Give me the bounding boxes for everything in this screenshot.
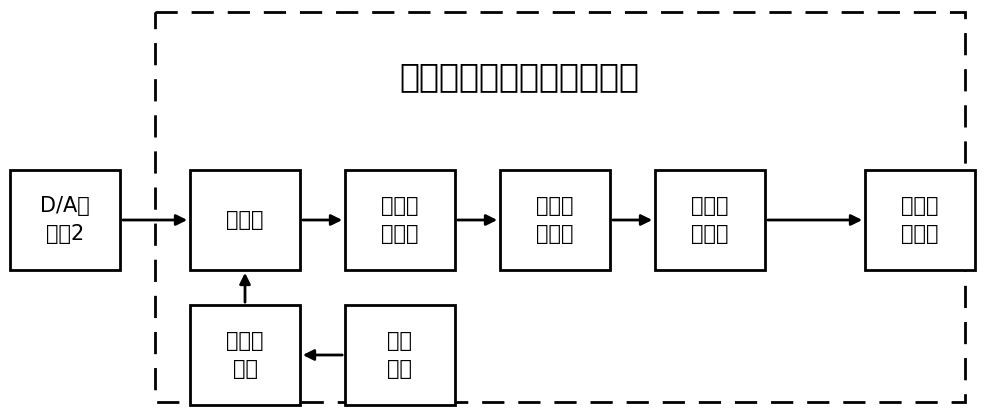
Bar [655, 170, 765, 270]
Text: 浪涌吸
收回路: 浪涌吸 收回路 [691, 196, 729, 244]
Text: 直流
偏置: 直流 偏置 [388, 331, 413, 379]
Bar [865, 170, 975, 270]
Bar [190, 305, 300, 405]
Text: 半导体
激光器: 半导体 激光器 [901, 196, 939, 244]
Bar [345, 305, 455, 405]
Bar [345, 170, 455, 270]
Text: 静电保
护回路: 静电保 护回路 [536, 196, 574, 244]
Text: D/A转
换器2: D/A转 换器2 [40, 196, 90, 244]
Bar [500, 170, 610, 270]
Text: 软启动
电路: 软启动 电路 [226, 331, 264, 379]
Text: 半导体激光器驱动保护回路: 半导体激光器驱动保护回路 [400, 60, 640, 93]
Bar [155, 12, 965, 402]
Bar [10, 170, 120, 270]
Text: 恒流驱
动电路: 恒流驱 动电路 [381, 196, 419, 244]
Text: 加法器: 加法器 [226, 210, 264, 230]
Bar [190, 170, 300, 270]
